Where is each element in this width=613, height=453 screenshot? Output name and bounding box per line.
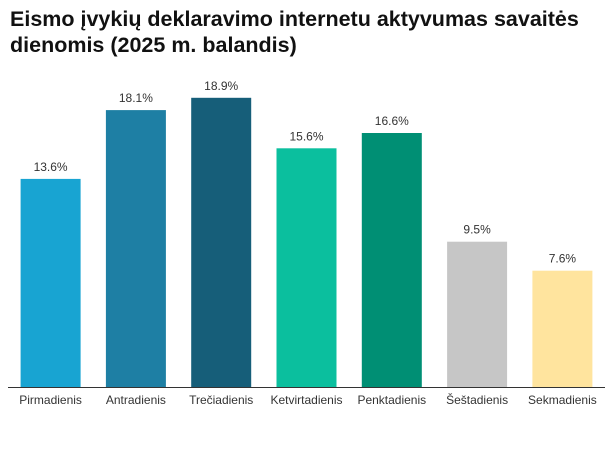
- bar-1: [105, 110, 166, 387]
- bar-0: [20, 178, 81, 387]
- data-label-2: 18.9%: [204, 79, 238, 93]
- bars-layer: [20, 97, 593, 388]
- x-tick-label-5: Šeštadienis: [446, 392, 508, 407]
- bar-2: [191, 97, 252, 388]
- data-label-0: 13.6%: [34, 160, 68, 174]
- bar-5: [447, 241, 508, 387]
- x-tick-label-3: Ketvirtadienis: [270, 393, 342, 407]
- data-label-5: 9.5%: [463, 223, 491, 237]
- data-label-3: 15.6%: [289, 129, 323, 143]
- data-label-4: 16.6%: [375, 114, 409, 128]
- data-label-6: 7.6%: [549, 252, 577, 266]
- bar-6: [532, 270, 593, 387]
- bar-3: [276, 148, 337, 387]
- labels-layer: 13.6% Pirmadienis 18.1% Antradienis 18.9% Tre…: [19, 79, 597, 407]
- chart-title: Eismo įvykių deklaravimo internetu aktyv…: [10, 7, 579, 57]
- x-tick-label-4: Penktadienis: [357, 393, 426, 407]
- x-tick-label-0: Pirmadienis: [19, 393, 82, 407]
- data-label-1: 18.1%: [119, 91, 153, 105]
- x-tick-label-1: Antradienis: [106, 393, 166, 407]
- x-tick-label-6: Sekmadienis: [528, 393, 597, 407]
- x-tick-label-2: Trečiadienis: [189, 393, 253, 407]
- bar-4: [361, 133, 422, 387]
